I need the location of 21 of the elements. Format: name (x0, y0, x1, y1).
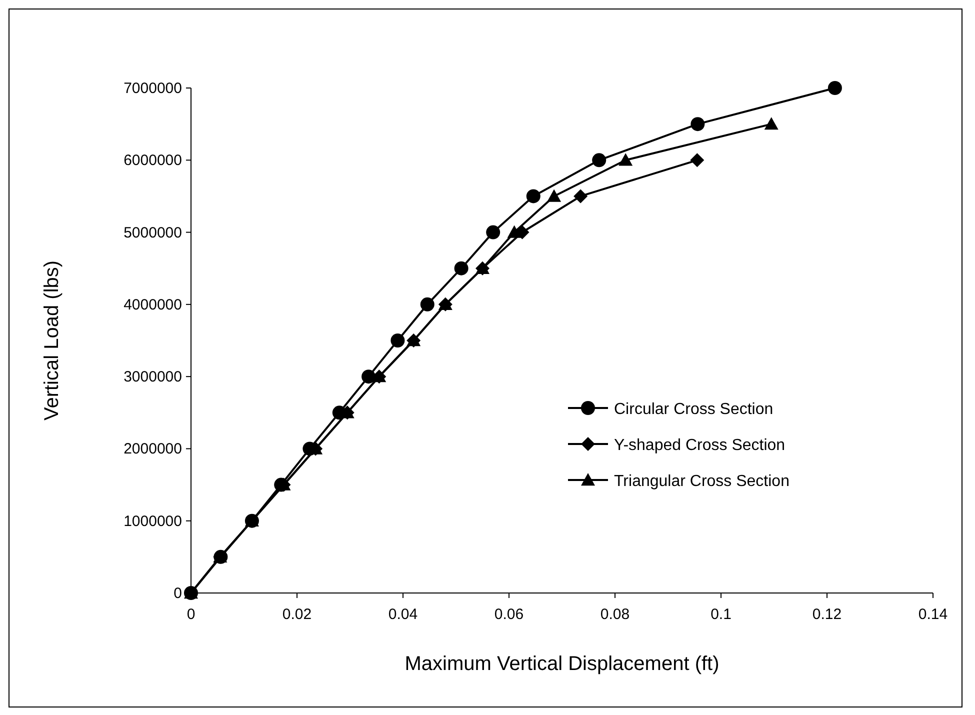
x-tick-label: 0.06 (494, 606, 524, 623)
y-tick-label: 5000000 (124, 224, 182, 242)
x-axis-title: Maximum Vertical Displacement (ft) (404, 653, 720, 675)
y-axis-title: Vertical Load (lbs) (41, 260, 63, 421)
legend-label: Y-shaped Cross Section (614, 437, 786, 454)
x-tick-label: 0.08 (600, 606, 630, 623)
x-tick-label: 0.14 (918, 606, 948, 623)
x-tick-label: 0.1 (710, 606, 732, 623)
legend-label: Triangular Cross Section (614, 473, 790, 490)
x-tick-label: 0.02 (282, 606, 312, 623)
y-tick-label: 2000000 (124, 440, 182, 458)
y-tick-label: 6000000 (124, 152, 182, 170)
x-tick-label: 0 (186, 606, 196, 623)
y-tick-label: 0 (174, 585, 182, 602)
y-tick-label: 4000000 (124, 296, 182, 314)
y-tick-label: 1000000 (124, 512, 182, 530)
legend-label: Circular Cross Section (614, 401, 774, 418)
y-tick-label: 7000000 (124, 80, 182, 97)
y-tick-label: 3000000 (124, 368, 182, 386)
x-tick-label: 0.12 (812, 606, 842, 623)
x-tick-label: 0.04 (388, 606, 418, 623)
